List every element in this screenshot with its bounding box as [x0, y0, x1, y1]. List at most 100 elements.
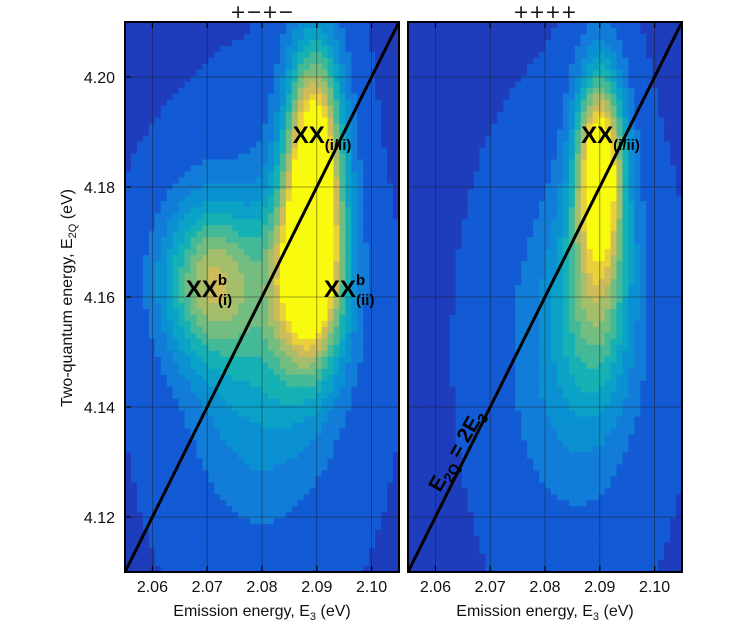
heatmap-cell: [256, 434, 263, 442]
heatmap-cell: [142, 123, 150, 131]
heatmap-cell: [381, 566, 388, 572]
heatmap-cell: [196, 410, 204, 418]
heatmap-cell: [262, 554, 269, 561]
heatmap-cell: [166, 452, 174, 460]
heatmap-cell: [154, 554, 162, 561]
heatmap-cell: [238, 410, 245, 418]
heatmap-cell: [285, 404, 293, 412]
heatmap-cell: [315, 518, 323, 525]
heatmap-cell: [238, 518, 245, 525]
heatmap-cell: [250, 33, 257, 41]
heatmap-cell: [321, 285, 329, 292]
heatmap-cell: [339, 482, 346, 489]
heatmap-cell: [586, 39, 594, 47]
heatmap-cell: [244, 488, 251, 495]
heatmap-cell: [381, 129, 388, 137]
heatmap-cell: [160, 123, 168, 131]
heatmap-cell: [136, 512, 144, 519]
heatmap-cell: [321, 57, 329, 65]
heatmap-cell: [214, 404, 221, 412]
heatmap-cell: [297, 261, 305, 268]
heatmap-cell: [339, 51, 346, 59]
heatmap-cell: [309, 111, 317, 119]
heatmap-cell: [250, 362, 257, 370]
heatmap-cell: [154, 386, 162, 394]
heatmap-cell: [232, 482, 239, 489]
heatmap-cell: [393, 500, 399, 507]
heatmap-cell: [303, 368, 311, 376]
heatmap-cell: [202, 530, 209, 537]
heatmap-cell: [256, 308, 263, 316]
heatmap-cell: [339, 63, 346, 71]
heatmap-cell: [351, 285, 358, 292]
heatmap-cell: [315, 488, 323, 495]
heatmap-cell: [315, 422, 323, 430]
heatmap-cell: [125, 57, 132, 65]
heatmap-cell: [315, 338, 323, 346]
heatmap-cell: [279, 392, 287, 400]
heatmap-cell: [363, 141, 370, 149]
heatmap-cell: [273, 536, 281, 543]
heatmap-cell: [339, 201, 346, 208]
heatmap-cell: [315, 81, 323, 89]
heatmap-cell: [491, 69, 498, 77]
heatmap-cell: [393, 93, 399, 101]
heatmap-cell: [214, 297, 221, 304]
heatmap-cell: [285, 446, 293, 454]
heatmap-cell: [136, 159, 144, 167]
heatmap-cell: [357, 267, 364, 274]
heatmap-cell: [244, 135, 251, 143]
heatmap-cell: [244, 249, 251, 256]
heatmap-cell: [375, 135, 382, 143]
heatmap-cell: [267, 470, 275, 477]
heatmap-cell: [184, 237, 192, 244]
heatmap-cell: [628, 51, 635, 59]
heatmap-cell: [273, 195, 281, 202]
heatmap-cell: [136, 428, 144, 436]
heatmap-cell: [256, 45, 263, 53]
heatmap-cell: [315, 542, 323, 549]
heatmap-cell: [178, 560, 186, 567]
heatmap-cell: [327, 159, 335, 167]
heatmap-cell: [166, 243, 174, 250]
heatmap-cell: [315, 512, 323, 519]
heatmap-cell: [160, 506, 168, 513]
heatmap-cell: [154, 279, 162, 286]
heatmap-cell: [285, 332, 293, 340]
heatmap-cell: [184, 195, 192, 202]
heatmap-cell: [503, 27, 510, 35]
heatmap-cell: [375, 512, 382, 519]
heatmap-cell: [125, 476, 132, 483]
heatmap-cell: [250, 374, 257, 382]
heatmap-cell: [387, 195, 394, 202]
heatmap-cell: [232, 39, 239, 47]
heatmap-cell: [262, 213, 269, 220]
heatmap-cell: [303, 518, 311, 525]
heatmap-cell: [345, 27, 352, 35]
heatmap-cell: [130, 87, 138, 95]
heatmap-cell: [130, 398, 138, 406]
heatmap-cell: [184, 530, 192, 537]
heatmap-cell: [527, 33, 534, 41]
heatmap-cell: [256, 87, 263, 95]
heatmap-cell: [172, 297, 180, 304]
heatmap-cell: [238, 93, 245, 101]
heatmap-cell: [309, 117, 317, 125]
heatmap-cell: [262, 243, 269, 250]
heatmap-cell: [166, 470, 174, 477]
heatmap-cell: [130, 63, 138, 71]
heatmap-cell: [244, 93, 251, 101]
heatmap-cell: [604, 27, 612, 35]
heatmap-cell: [285, 506, 293, 513]
heatmap-cell: [279, 302, 287, 310]
heatmap-cell: [419, 81, 427, 89]
heatmap-cell: [345, 530, 352, 537]
heatmap-cell: [142, 147, 150, 155]
heatmap-cell: [291, 135, 299, 143]
heatmap-cell: [262, 57, 269, 65]
heatmap-cell: [256, 488, 263, 495]
heatmap-cell: [172, 380, 180, 388]
heatmap-cell: [333, 99, 341, 107]
heatmap-cell: [393, 141, 399, 149]
heatmap-cell: [387, 434, 394, 442]
